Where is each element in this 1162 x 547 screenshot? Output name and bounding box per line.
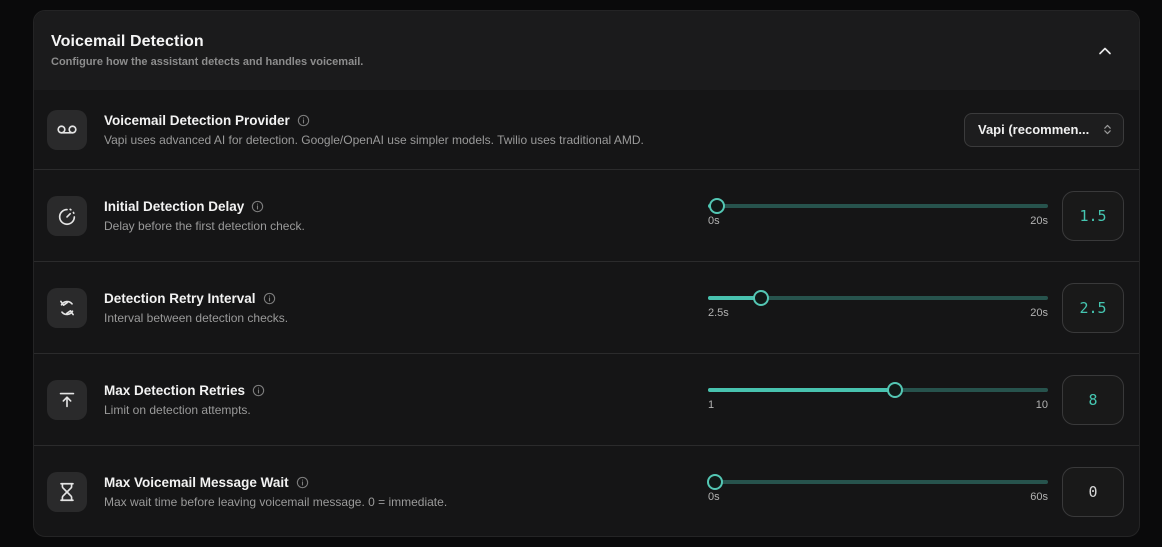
- setting-description: Interval between detection checks.: [104, 310, 289, 325]
- initial-delay-value-input[interactable]: 1.5: [1062, 190, 1124, 241]
- setting-row-initial-delay: Initial Detection Delay Delay before the…: [34, 169, 1139, 261]
- setting-description: Limit on detection attempts.: [104, 402, 251, 417]
- slider-thumb[interactable]: [752, 290, 769, 306]
- info-icon[interactable]: [296, 476, 309, 489]
- slider-track[interactable]: [708, 290, 1048, 306]
- slider-thumb[interactable]: [887, 382, 903, 398]
- setting-row-max-retries: Max Detection Retries Limit on detection…: [34, 353, 1139, 445]
- setting-title: Max Detection Retries: [104, 382, 246, 398]
- info-icon[interactable]: [297, 114, 310, 127]
- setting-text: Detection Retry Interval Interval betwee…: [104, 291, 708, 325]
- slider-min-label: 2.5s: [708, 307, 729, 319]
- panel-header[interactable]: Voicemail Detection Configure how the as…: [34, 11, 1139, 90]
- slider-max-label: 60s: [1030, 491, 1048, 503]
- slider-track[interactable]: [708, 198, 1048, 214]
- slider-min-label: 0s: [708, 491, 720, 503]
- setting-description: Vapi uses advanced AI for detection. Goo…: [104, 132, 644, 147]
- timer-icon: [47, 195, 87, 236]
- max-wait-slider: 0s 60s: [706, 474, 1048, 503]
- setting-row-max-wait: Max Voicemail Message Wait Max wait time…: [34, 445, 1139, 536]
- setting-description: Max wait time before leaving voicemail m…: [104, 494, 448, 509]
- arrow-up-to-line-icon: [47, 379, 87, 420]
- chevron-up-down-icon: [1101, 123, 1114, 136]
- max-retries-value-input[interactable]: 8: [1062, 374, 1124, 425]
- chevron-up-icon[interactable]: [1095, 41, 1115, 61]
- setting-row-provider: Voicemail Detection Provider Vapi uses a…: [34, 90, 1139, 169]
- info-icon[interactable]: [263, 292, 276, 305]
- slider-max-label: 10: [1035, 399, 1048, 411]
- panel-header-text: Voicemail Detection Configure how the as…: [51, 33, 363, 68]
- slider-track[interactable]: [708, 382, 1048, 398]
- setting-row-retry-interval: Detection Retry Interval Interval betwee…: [34, 261, 1139, 353]
- slider-fill: [708, 296, 761, 300]
- info-icon[interactable]: [252, 384, 265, 397]
- slider-thumb[interactable]: [706, 474, 723, 490]
- panel-title: Voicemail Detection: [51, 33, 204, 50]
- slider-track[interactable]: [706, 474, 1048, 490]
- setting-text: Initial Detection Delay Delay before the…: [104, 199, 708, 233]
- max-wait-value-input[interactable]: 0: [1062, 466, 1124, 517]
- setting-text: Max Voicemail Message Wait Max wait time…: [104, 475, 708, 509]
- max-retries-slider: 1 10: [708, 382, 1048, 411]
- setting-title: Max Voicemail Message Wait: [104, 474, 289, 490]
- slider-max-label: 20s: [1030, 215, 1048, 227]
- slider-fill: [708, 388, 895, 392]
- slider-min-label: 1: [708, 399, 715, 411]
- setting-title: Detection Retry Interval: [104, 290, 256, 306]
- slider-thumb[interactable]: [708, 198, 725, 214]
- hourglass-icon: [47, 471, 87, 512]
- info-icon[interactable]: [251, 200, 264, 213]
- setting-title: Initial Detection Delay: [104, 198, 245, 214]
- provider-select[interactable]: Vapi (recommen...: [964, 112, 1124, 147]
- slider-max-label: 20s: [1030, 307, 1048, 319]
- retry-refresh-icon: [47, 287, 87, 328]
- setting-description: Delay before the first detection check.: [104, 218, 305, 233]
- slider-min-label: 0s: [708, 215, 720, 227]
- setting-title: Voicemail Detection Provider: [104, 112, 290, 128]
- initial-delay-slider: 0s 20s: [708, 198, 1048, 227]
- voicemail-icon: [47, 109, 87, 150]
- provider-select-value: Vapi (recommen...: [978, 122, 1090, 137]
- panel-subtitle: Configure how the assistant detects and …: [51, 56, 364, 68]
- setting-text: Max Detection Retries Limit on detection…: [104, 383, 708, 417]
- voicemail-detection-panel: Voicemail Detection Configure how the as…: [33, 10, 1140, 537]
- retry-interval-slider: 2.5s 20s: [708, 290, 1048, 319]
- setting-text: Voicemail Detection Provider Vapi uses a…: [104, 113, 964, 147]
- retry-interval-value-input[interactable]: 2.5: [1062, 282, 1124, 333]
